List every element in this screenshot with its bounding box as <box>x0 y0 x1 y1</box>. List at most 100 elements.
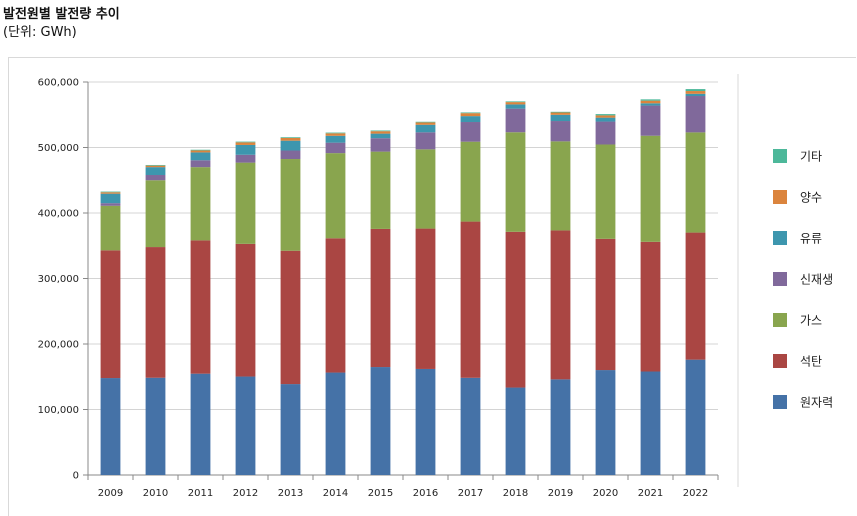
bar-유류-2016 <box>415 124 436 133</box>
legend-label-원자력: 원자력 <box>800 396 833 410</box>
y-tick-label: 0 <box>73 471 79 482</box>
bar-기타-2019 <box>550 111 571 113</box>
bar-기타-2013 <box>280 137 301 138</box>
legend-label-기타: 기타 <box>800 150 822 164</box>
chart-frame <box>8 57 856 516</box>
bar-가스-2022 <box>685 132 706 233</box>
unit-label: (단위: GWh) <box>3 25 77 40</box>
y-tick-label: 600,000 <box>38 78 79 89</box>
bar-가스-2010 <box>145 180 166 248</box>
bar-신재생-2019 <box>550 121 571 142</box>
bar-원자력-2022 <box>685 359 706 475</box>
bar-가스-2011 <box>190 167 211 241</box>
x-tick-label: 2020 <box>593 488 618 499</box>
bar-신재생-2012 <box>235 154 256 163</box>
y-tick-label: 100,000 <box>38 405 79 416</box>
bar-신재생-2015 <box>370 138 391 152</box>
bar-석탄-2020 <box>595 238 616 371</box>
bar-유류-2013 <box>280 140 301 151</box>
bar-원자력-2015 <box>370 367 391 475</box>
bar-유류-2019 <box>550 114 571 122</box>
bar-가스-2012 <box>235 162 256 244</box>
bar-원자력-2014 <box>325 372 346 475</box>
bar-양수-2016 <box>415 122 436 125</box>
bar-기타-2017 <box>460 112 481 114</box>
bar-가스-2013 <box>280 159 301 251</box>
bar-가스-2009 <box>100 205 121 251</box>
bar-유류-2010 <box>145 167 166 176</box>
x-tick-label: 2011 <box>188 488 213 499</box>
bar-신재생-2010 <box>145 175 166 181</box>
bar-원자력-2010 <box>145 377 166 475</box>
bar-가스-2020 <box>595 144 616 239</box>
legend-swatch-석탄 <box>773 354 787 368</box>
y-tick-label: 400,000 <box>38 209 79 220</box>
bar-유류-2018 <box>505 104 526 109</box>
bar-기타-2011 <box>190 149 211 151</box>
bar-신재생-2017 <box>460 122 481 142</box>
bar-가스-2017 <box>460 141 481 222</box>
bar-석탄-2019 <box>550 230 571 380</box>
bar-양수-2022 <box>685 91 706 94</box>
bar-유류-2012 <box>235 144 256 155</box>
x-tick-label: 2014 <box>323 488 348 499</box>
bar-신재생-2020 <box>595 121 616 145</box>
bar-원자력-2009 <box>100 378 121 475</box>
legend-label-가스: 가스 <box>800 314 822 328</box>
bar-양수-2013 <box>280 137 301 141</box>
bar-석탄-2014 <box>325 238 346 373</box>
x-tick-label: 2009 <box>98 488 123 499</box>
bar-기타-2020 <box>595 114 616 116</box>
bar-양수-2019 <box>550 112 571 115</box>
bar-원자력-2012 <box>235 376 256 475</box>
bar-유류-2015 <box>370 133 391 139</box>
bar-석탄-2011 <box>190 240 211 374</box>
bar-석탄-2016 <box>415 228 436 369</box>
y-tick-label: 300,000 <box>38 274 79 285</box>
x-tick-label: 2021 <box>638 488 663 499</box>
bar-석탄-2013 <box>280 250 301 385</box>
bar-석탄-2009 <box>100 250 121 379</box>
legend-label-신재생: 신재생 <box>800 273 833 287</box>
bar-양수-2011 <box>190 150 211 153</box>
bar-신재생-2016 <box>415 132 436 150</box>
bar-양수-2021 <box>640 100 661 104</box>
legend-swatch-유류 <box>773 231 787 245</box>
x-tick-label: 2010 <box>143 488 168 499</box>
bar-양수-2020 <box>595 115 616 118</box>
bar-신재생-2011 <box>190 160 211 168</box>
bar-석탄-2018 <box>505 231 526 388</box>
bar-유류-2020 <box>595 117 616 122</box>
bar-원자력-2011 <box>190 373 211 475</box>
bar-기타-2009 <box>100 191 121 193</box>
bar-가스-2014 <box>325 153 346 239</box>
bar-양수-2009 <box>100 192 121 194</box>
legend-swatch-기타 <box>773 149 787 163</box>
bar-석탄-2015 <box>370 228 391 368</box>
page-title: 발전원별 발전량 추이 <box>3 7 120 22</box>
x-tick-label: 2012 <box>233 488 258 499</box>
bar-원자력-2018 <box>505 387 526 475</box>
x-tick-label: 2015 <box>368 488 393 499</box>
bar-석탄-2022 <box>685 232 706 360</box>
bar-원자력-2020 <box>595 370 616 475</box>
x-tick-label: 2019 <box>548 488 573 499</box>
legend-label-유류: 유류 <box>800 232 822 246</box>
bar-기타-2012 <box>235 141 256 143</box>
bar-가스-2019 <box>550 141 571 231</box>
x-tick-label: 2013 <box>278 488 303 499</box>
bar-기타-2022 <box>685 89 706 92</box>
bar-유류-2021 <box>640 103 661 106</box>
x-tick-label: 2022 <box>683 488 708 499</box>
bar-유류-2011 <box>190 152 211 161</box>
bar-신재생-2021 <box>640 105 661 136</box>
bar-석탄-2010 <box>145 247 166 378</box>
legend-swatch-가스 <box>773 313 787 327</box>
x-tick-label: 2017 <box>458 488 483 499</box>
bar-양수-2015 <box>370 131 391 134</box>
bar-기타-2014 <box>325 132 346 134</box>
bar-양수-2018 <box>505 102 526 105</box>
legend-swatch-원자력 <box>773 395 787 409</box>
bar-신재생-2014 <box>325 142 346 154</box>
bar-원자력-2013 <box>280 384 301 475</box>
